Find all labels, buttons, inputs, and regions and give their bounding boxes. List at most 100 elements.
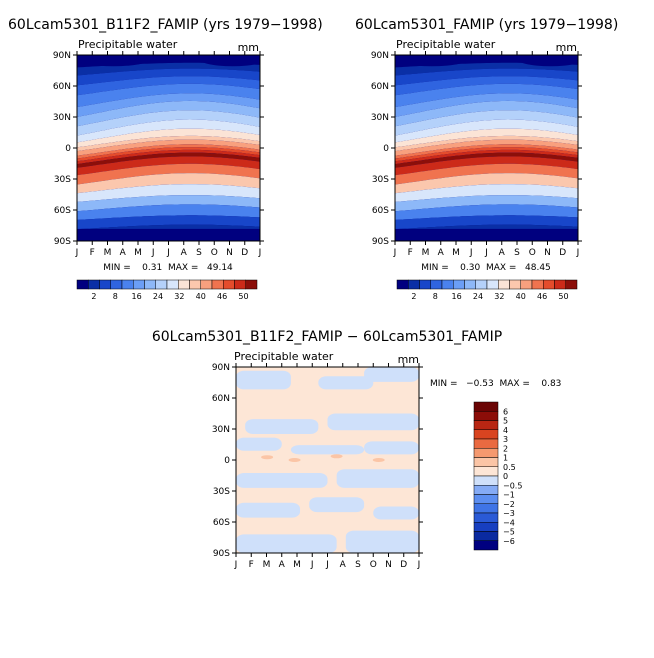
negative-anomaly-patch [364, 441, 419, 455]
y-tick-label: 60N [53, 82, 71, 92]
x-tick-label: S [355, 560, 361, 570]
contour-band [395, 163, 578, 185]
colorbar-label: 6 [503, 407, 508, 416]
contour-band [77, 110, 260, 136]
panel-b-subtitle: Precipitable water [396, 38, 496, 51]
x-tick-label: F [408, 248, 413, 258]
negative-anomaly-patch [345, 530, 419, 553]
y-tick-label: 30N [371, 113, 389, 123]
panel-c-subtitle: Precipitable water [234, 350, 334, 363]
contour-band [77, 147, 260, 162]
colorbar-label: 16 [132, 292, 142, 301]
colorbar-label: 4 [503, 426, 508, 435]
colorbar-label: 0.5 [503, 463, 516, 472]
panel-a-field [77, 55, 260, 241]
colorbar-swatch [110, 279, 123, 290]
y-tick-label: 90N [53, 51, 71, 61]
contour-band [77, 163, 260, 185]
x-tick-label: J [151, 248, 155, 258]
colorbar-swatch [453, 279, 465, 290]
colorbar-swatch [419, 279, 431, 290]
panel-a: 60Lcam5301_B11F2_FAMIP (yrs 1979−1998) P… [8, 17, 323, 301]
panel-a-y-axis: 90N 60N 30N 0 30S 60S 90S [53, 51, 264, 247]
x-tick-label: M [263, 560, 271, 570]
x-tick-label: O [529, 248, 536, 258]
y-tick-label: 90N [212, 363, 230, 373]
y-tick-label: 60S [372, 206, 389, 216]
x-tick-label: J [393, 248, 397, 258]
x-tick-label: J [417, 560, 421, 570]
colorbar-label: 1 [503, 454, 508, 463]
colorbar-swatch [554, 279, 566, 290]
colorbar-label: 40 [516, 292, 526, 301]
colorbar-swatch [189, 279, 201, 290]
x-tick-label: J [234, 560, 238, 570]
colorbar-label: 8 [433, 292, 438, 301]
colorbar-swatch [144, 279, 156, 290]
colorbar-swatch [498, 279, 510, 290]
contour-band [395, 184, 578, 202]
x-tick-label: O [370, 560, 377, 570]
x-tick-label: S [196, 248, 202, 258]
colorbar-swatch [99, 279, 111, 290]
colorbar-swatch [531, 279, 544, 290]
colorbar-swatch [473, 531, 499, 541]
colorbar-swatch [155, 279, 168, 290]
y-tick-label: 30N [212, 425, 230, 435]
contour-band [395, 83, 578, 108]
x-tick-label: M [422, 248, 430, 258]
y-tick-label: 0 [383, 144, 389, 154]
y-tick-label: 30S [213, 487, 230, 497]
colorbar-swatch [475, 279, 488, 290]
contour-band [77, 215, 260, 230]
contour-band [395, 110, 578, 136]
x-tick-label: J [469, 248, 473, 258]
colorbar-swatch [509, 279, 521, 290]
colorbar-label: 50 [238, 292, 248, 301]
positive-anomaly-patch [330, 454, 343, 459]
y-tick-label: 30S [372, 175, 389, 185]
colorbar-swatch [473, 522, 499, 532]
panel-a-units: mm [238, 41, 259, 54]
y-tick-label: 90S [213, 549, 230, 559]
polar-cap-north [77, 55, 154, 67]
x-tick-label: J [258, 248, 262, 258]
colorbar-label: −0.5 [503, 481, 522, 490]
x-tick-label: S [514, 248, 520, 258]
panel-b-stats: MIN = 0.30 MAX = 48.45 [421, 263, 551, 273]
negative-anomaly-patch [236, 502, 301, 518]
panel-c: 60Lcam5301_B11F2_FAMIP − 60Lcam5301_FAMI… [152, 329, 562, 570]
contour-band [395, 93, 578, 117]
colorbar-swatch [486, 279, 499, 290]
field-background [236, 367, 419, 553]
y-tick-label: 60N [212, 394, 230, 404]
positive-anomaly-patch [372, 458, 385, 462]
x-tick-label: J [325, 560, 329, 570]
x-tick-label: A [181, 248, 188, 258]
x-tick-label: N [226, 248, 233, 258]
colorbar-swatch [473, 457, 499, 467]
contour-band [395, 149, 578, 165]
contour-band [395, 135, 578, 152]
x-tick-label: A [340, 560, 347, 570]
contour-band [77, 119, 260, 143]
contour-band [77, 83, 260, 108]
colorbar-swatch [464, 279, 476, 290]
colorbar-swatch [211, 279, 224, 290]
colorbar-label: 32 [174, 292, 184, 301]
contour-band [77, 149, 260, 165]
colorbar-swatch [166, 279, 179, 290]
x-tick-label: J [484, 248, 488, 258]
negative-anomaly-patch [336, 469, 419, 488]
negative-anomaly-patch [364, 367, 419, 382]
colorbar-label: 46 [537, 292, 547, 301]
x-tick-label: F [249, 560, 254, 570]
positive-anomaly-patch [288, 458, 301, 462]
x-tick-label: A [438, 248, 445, 258]
x-tick-label: N [385, 560, 392, 570]
colorbar-label: 32 [494, 292, 504, 301]
colorbar-swatch [88, 279, 100, 290]
y-tick-label: 60S [213, 518, 230, 528]
negative-anomaly-patch [236, 473, 328, 488]
